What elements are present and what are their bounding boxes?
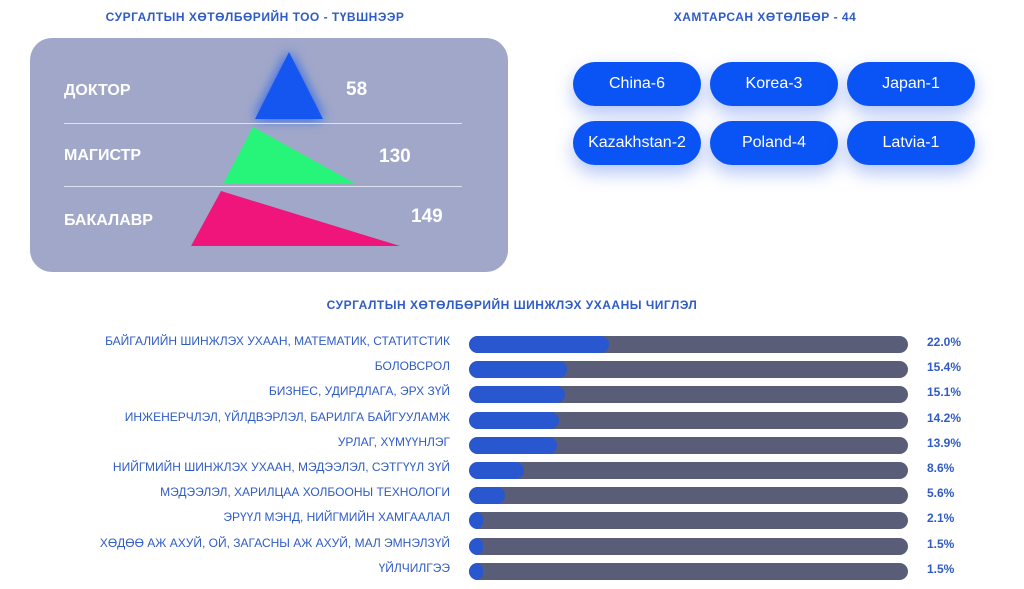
bar-track <box>469 512 908 530</box>
bar-fill <box>469 361 568 379</box>
bar-row: БОЛОВСРОЛ 15.4% <box>0 355 1024 380</box>
level-value-doctor: 58 <box>346 79 368 100</box>
bar-track <box>469 462 908 479</box>
level-label-doctor: ДОКТОР <box>64 82 131 99</box>
pyramid-tier-master <box>223 127 356 184</box>
bar-track <box>469 487 908 505</box>
bar-track <box>469 336 908 353</box>
levels-title: СУРГАЛТЫН ХӨТӨЛБӨРИЙН ТОО - ТҮВШНЭЭР <box>105 10 405 24</box>
bar-track <box>469 386 908 404</box>
bar-row: БАЙГАЛИЙН ШИНЖЛЭХ УХААН, МАТЕМАТИК, СТАТ… <box>0 330 1024 355</box>
bar-track <box>469 411 908 429</box>
pyramid-divider <box>64 186 462 187</box>
bar-category-label: УРЛАГ, ХҮМҮҮНЛЭГ <box>337 434 450 449</box>
pyramid-svg <box>191 52 400 246</box>
bar-fill <box>469 462 524 479</box>
bar-category-label: БОЛОВСРОЛ <box>374 359 450 374</box>
level-value-bachelor: 149 <box>411 206 443 227</box>
bar-value-label: 13.9% <box>927 435 962 450</box>
partner-pill[interactable]: China-6 <box>573 62 701 106</box>
bar-row: МЭДЭЭЛЭЛ, ХАРИЛЦАА ХОЛБООНЫ ТЕХНОЛОГИ 5.6… <box>0 481 1024 506</box>
partner-pill[interactable]: Poland-4 <box>710 121 838 165</box>
bar-fill <box>469 562 483 580</box>
bar-value-label: 1.5% <box>927 536 955 551</box>
level-label-master: МАГИСТР <box>64 147 142 164</box>
bar-value-label: 2.1% <box>927 511 955 526</box>
fields-chart-title: СУРГАЛТЫН ХӨТӨЛБӨРИЙН ШИНЖЛЭХ УХААНЫ ЧИГ… <box>326 298 698 312</box>
pyramid-tier-doctor <box>255 52 323 119</box>
fields-bar-chart: БАЙГАЛИЙН ШИНЖЛЭХ УХААН, МАТЕМАТИК, СТАТ… <box>0 330 1024 585</box>
bar-category-label: ИНЖЕНЕРЧЛЭЛ, ҮЙЛДВЭРЛЭЛ, БАРИЛГА БАЙГУУЛ… <box>124 409 450 424</box>
pyramid-tier-bachelor <box>191 191 400 246</box>
pyramid-divider <box>64 123 462 124</box>
bar-value-label: 22.0% <box>927 335 962 349</box>
levels-pyramid-panel: ДОКТОР 58 МАГИСТР 130 БАКАЛАВР 149 <box>30 38 508 272</box>
bar-row: ИНЖЕНЕРЧЛЭЛ, ҮЙЛДВЭРЛЭЛ, БАРИЛГА БАЙГУУЛ… <box>0 406 1024 431</box>
bar-track <box>469 537 908 555</box>
partner-pill[interactable]: Japan-1 <box>847 62 975 106</box>
bar-row: ЭРҮҮЛ МЭНД, НИЙГМИЙН ХАМГААЛАЛ 2.1% <box>0 506 1024 531</box>
bar-track <box>469 562 908 580</box>
partner-countries: China-6 Korea-3 Japan-1 Kazakhstan-2 Pol… <box>573 62 978 172</box>
bar-category-label: БАЙГАЛИЙН ШИНЖЛЭХ УХААН, МАТЕМАТИК, СТАТ… <box>105 334 450 348</box>
bar-row: НИЙГМИЙН ШИНЖЛЭХ УХААН, МЭДЭЭЛЭЛ, СЭТГҮҮ… <box>0 456 1024 481</box>
bar-row: ҮЙЛЧИЛГЭЭ 1.5% <box>0 557 1024 582</box>
bar-row: ХӨДӨӨ АЖ АХУЙ, ОЙ, ЗАГАСНЫ АЖ АХУЙ, МАЛ … <box>0 532 1024 557</box>
bar-category-label: МЭДЭЭЛЭЛ, ХАРИЛЦАА ХОЛБООНЫ ТЕХНОЛОГИ <box>160 485 450 500</box>
bar-track <box>469 436 908 454</box>
bar-row: БИЗНЕС, УДИРДЛАГА, ЭРХ ЗҮЙ 15.1% <box>0 380 1024 405</box>
partner-pill[interactable]: Kazakhstan-2 <box>573 121 701 165</box>
bar-value-label: 15.4% <box>927 360 962 375</box>
bar-value-label: 8.6% <box>927 461 955 475</box>
bar-fill <box>469 436 558 454</box>
partners-title: ХАМТАРСАН ХӨТӨЛБӨР - 44 <box>673 10 857 24</box>
bar-fill <box>469 487 505 505</box>
bar-row: УРЛАГ, ХҮМҮҮНЛЭГ 13.9% <box>0 431 1024 456</box>
bar-value-label: 5.6% <box>927 486 955 501</box>
level-value-master: 130 <box>379 146 411 167</box>
bar-fill <box>469 386 566 404</box>
bar-fill <box>469 336 610 353</box>
bar-category-label: НИЙГМИЙН ШИНЖЛЭХ УХААН, МЭДЭЭЛЭЛ, СЭТГҮҮ… <box>112 460 450 474</box>
bar-fill <box>469 512 483 530</box>
bar-fill <box>469 411 560 429</box>
bar-fill <box>469 537 483 555</box>
bar-category-label: БИЗНЕС, УДИРДЛАГА, ЭРХ ЗҮЙ <box>268 384 450 399</box>
bar-track <box>469 361 908 379</box>
bar-value-label: 14.2% <box>927 410 962 425</box>
bar-category-label: ҮЙЛЧИЛГЭЭ <box>378 560 450 575</box>
bar-value-label: 1.5% <box>927 561 955 576</box>
bar-category-label: ЭРҮҮЛ МЭНД, НИЙГМИЙН ХАМГААЛАЛ <box>223 510 450 525</box>
level-label-bachelor: БАКАЛАВР <box>64 212 153 229</box>
partner-pill[interactable]: Latvia-1 <box>847 121 975 165</box>
bar-category-label: ХӨДӨӨ АЖ АХУЙ, ОЙ, ЗАГАСНЫ АЖ АХУЙ, МАЛ … <box>99 535 450 550</box>
partner-pill[interactable]: Korea-3 <box>710 62 838 106</box>
bar-value-label: 15.1% <box>927 385 962 400</box>
